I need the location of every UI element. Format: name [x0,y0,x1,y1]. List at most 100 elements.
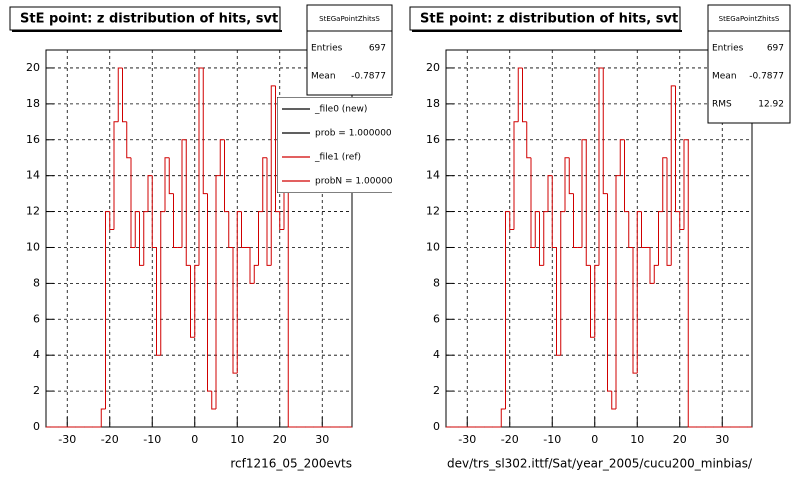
histogram-bin [594,264,599,338]
histogram-bin [687,139,693,428]
histogram-bin [105,211,110,410]
histogram-bin [236,211,242,374]
histogram-bin [683,139,689,230]
histogram-bin [500,408,506,427]
histogram-bin [139,211,144,266]
stats-title: StEGaPointZhitsS [319,15,380,23]
histogram-bin [126,121,131,159]
histogram-bin [122,67,127,123]
y-tick-label: 0 [33,420,40,433]
histogram-bin [215,175,221,410]
y-tick-label: 6 [33,312,40,325]
x-tick-label: 20 [273,433,287,446]
y-tick-label: 18 [426,97,440,110]
legend-label: probN = 1.00000 [315,177,393,187]
histogram-bin [670,85,676,266]
histogram-bin [581,139,587,248]
histogram-bin [253,264,259,284]
histogram-bin [568,157,574,195]
legend-label: _file0 (new) [314,105,367,115]
x-tick-label: 10 [630,433,644,446]
histogram-bin [611,391,616,410]
histogram-bin [628,211,633,248]
x-tick-label: 0 [591,433,598,446]
legend: _file0 (new) prob = 1.000000 _file1 (ref) p… [277,97,393,193]
histogram-bin [109,211,114,231]
histogram-bin [505,211,510,410]
histogram-bin [198,67,204,266]
title-shadow [12,30,282,32]
x-tick-label: -30 [58,433,76,446]
x-tick-label: 30 [715,433,729,446]
y-tick-label: 16 [426,133,440,146]
histogram-bin [598,67,604,266]
histogram-bin [258,211,263,266]
x-tick-label: 0 [191,433,198,446]
histogram-bin [117,67,123,122]
histogram-bin [181,139,187,248]
histogram-bin [636,211,642,374]
title-shadow [412,30,682,32]
histogram-bin [164,157,170,212]
histogram-bin [232,247,238,374]
histogram-bin [573,193,578,248]
histogram-bin [526,121,531,159]
histogram-bin [624,139,629,213]
histogram-bin [194,264,199,338]
histogram-bin [275,85,280,213]
y-tick-label: 6 [433,312,440,325]
stats-label: Entries [712,44,744,54]
x-tick-label: -20 [101,433,119,446]
histogram-bin [100,408,106,427]
histogram-bin [513,121,519,230]
histogram-bin [675,85,680,213]
histogram-bin [168,157,174,195]
stats-box [707,4,791,124]
histogram-bin [666,157,672,266]
y-tick-label: 10 [426,240,440,253]
histogram-bin [113,121,119,230]
stats-label: Mean [712,72,737,82]
histogram-bin [173,193,178,248]
histogram-bin [649,247,655,284]
histogram-bin [262,157,267,212]
histogram-bin [211,391,216,410]
y-tick-label: 0 [433,420,440,433]
y-tick-label: 4 [433,348,440,361]
histogram-bin [190,265,195,338]
y-tick-label: 2 [433,384,440,397]
histogram-bin [539,211,544,266]
x-axis-label: rcf1216_05_200evts [230,457,352,471]
histogram-bin [143,211,148,266]
y-tick-label: 16 [26,133,40,146]
x-tick-label: 10 [230,433,244,446]
stats-box [306,4,393,96]
histogram-bin [615,175,621,410]
y-tick-label: 2 [33,384,40,397]
y-tick-label: 4 [33,348,40,361]
histogram-bin [662,157,667,212]
x-tick-label: -20 [501,433,519,446]
histogram-bin [534,211,540,248]
histogram-bin [602,67,608,195]
stats-value: -0.7877 [351,72,386,82]
x-tick-label: 20 [673,433,687,446]
histogram-bin [585,139,591,266]
histogram-bin [279,211,284,231]
histogram-bin [522,67,527,123]
histogram-bin [241,211,246,248]
histogram-bin [147,175,153,212]
histogram-bin [134,211,140,248]
histogram-bin [641,211,646,248]
stats-label: Mean [311,72,336,82]
y-tick-label: 10 [26,240,40,253]
legend-box [277,97,392,193]
histogram-bin [130,157,136,248]
y-tick-label: 8 [433,276,440,289]
y-tick-label: 14 [426,169,440,182]
histogram-bin [249,247,255,284]
y-tick-label: 12 [26,205,40,218]
histogram-bin [207,193,212,392]
histogram-bin [219,139,225,176]
histogram-bin [679,211,684,231]
